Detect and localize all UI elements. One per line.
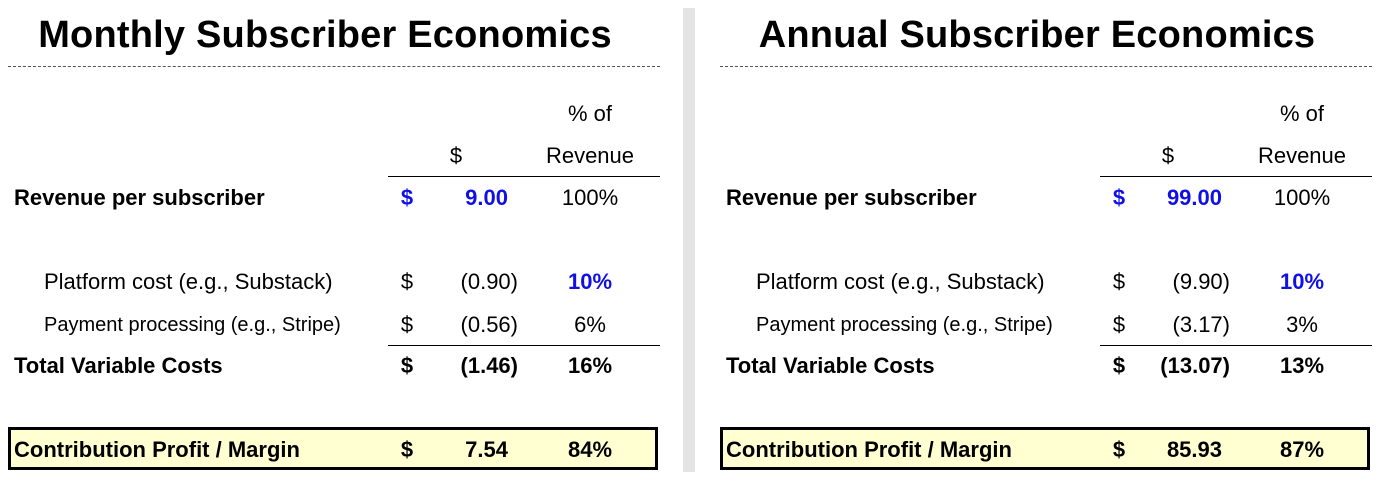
annual-platform-dollar-sign: $ (1112, 269, 1126, 294)
monthly-platform-label: Platform cost (e.g., Substack) (44, 269, 333, 294)
annual-total-var-dollar-sign: $ (1112, 353, 1126, 378)
annual-total-var-value: (13.07) (1160, 353, 1230, 378)
annual-header-rule (1100, 176, 1372, 177)
monthly-header-rule (388, 176, 660, 177)
monthly-platform-dollar-sign: $ (400, 269, 414, 294)
monthly-revenue-dollar-sign: $ (400, 185, 414, 210)
annual-dollar-header: $ (1161, 143, 1175, 168)
monthly-revenue-pct: 100% (561, 185, 619, 210)
annual-pct-header-line1: % of (1279, 101, 1325, 126)
monthly-contribution-pct: 84% (567, 437, 613, 462)
annual-payment-dollar-sign: $ (1112, 312, 1126, 337)
monthly-revenue-value: 9.00 (465, 185, 508, 210)
monthly-pct-header-line2: Revenue (545, 143, 635, 168)
annual-contribution-highlight (720, 427, 1370, 470)
annual-subtotal-rule (1100, 345, 1372, 346)
annual-revenue-dollar-sign: $ (1112, 185, 1126, 210)
annual-contribution-pct: 87% (1279, 437, 1325, 462)
monthly-total-var-label: Total Variable Costs (14, 353, 223, 378)
annual-platform-label: Platform cost (e.g., Substack) (756, 269, 1045, 294)
annual-revenue-value: 99.00 (1166, 185, 1222, 210)
monthly-payment-value: (0.56) (460, 312, 518, 337)
monthly-payment-label: Payment processing (e.g., Stripe) (44, 314, 341, 336)
annual-contribution-dollar-sign: $ (1112, 437, 1126, 462)
annual-title: Annual Subscriber Economics (758, 14, 1316, 56)
annual-payment-value: (3.17) (1172, 312, 1230, 337)
monthly-contribution-dollar-sign: $ (400, 437, 414, 462)
annual-panel: Annual Subscriber Economics % of $ Reven… (712, 0, 1372, 488)
annual-total-var-label: Total Variable Costs (726, 353, 935, 378)
monthly-title-rule (8, 66, 660, 67)
annual-platform-value: (9.90) (1172, 269, 1230, 294)
monthly-pct-header-line1: % of (567, 101, 613, 126)
monthly-total-var-value: (1.46) (460, 353, 518, 378)
monthly-total-var-dollar-sign: $ (400, 353, 414, 378)
monthly-panel: Monthly Subscriber Economics % of $ Reve… (0, 0, 660, 488)
monthly-total-var-pct: 16% (567, 353, 613, 378)
annual-payment-pct: 3% (1286, 312, 1318, 337)
annual-contribution-label: Contribution Profit / Margin (726, 437, 1012, 462)
annual-revenue-label: Revenue per subscriber (726, 185, 977, 210)
monthly-contribution-highlight (8, 427, 658, 470)
annual-revenue-pct: 100% (1273, 185, 1331, 210)
monthly-contribution-label: Contribution Profit / Margin (14, 437, 300, 462)
monthly-contribution-value: 7.54 (465, 437, 508, 462)
monthly-payment-pct: 6% (574, 312, 606, 337)
monthly-revenue-label: Revenue per subscriber (14, 185, 265, 210)
annual-total-var-pct: 13% (1279, 353, 1325, 378)
annual-contribution-value: 85.93 (1166, 437, 1222, 462)
panel-divider (683, 8, 695, 472)
annual-payment-label: Payment processing (e.g., Stripe) (756, 314, 1053, 336)
annual-pct-header-line2: Revenue (1257, 143, 1347, 168)
monthly-payment-dollar-sign: $ (400, 312, 414, 337)
monthly-subtotal-rule (388, 345, 660, 346)
monthly-platform-pct: 10% (567, 269, 613, 294)
monthly-platform-value: (0.90) (460, 269, 518, 294)
annual-title-rule (720, 66, 1372, 67)
annual-platform-pct: 10% (1279, 269, 1325, 294)
monthly-title: Monthly Subscriber Economics (38, 14, 612, 56)
monthly-dollar-header: $ (449, 143, 463, 168)
